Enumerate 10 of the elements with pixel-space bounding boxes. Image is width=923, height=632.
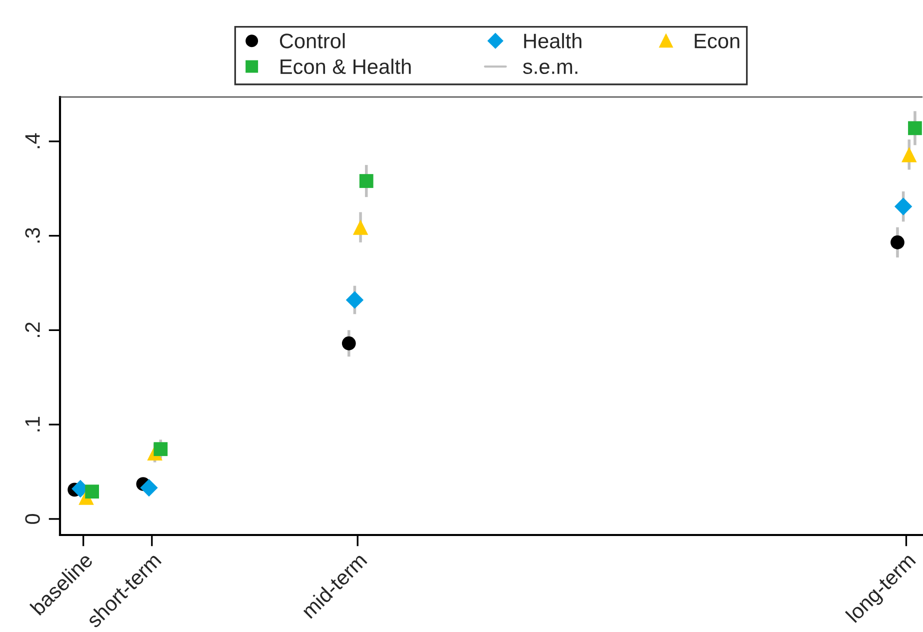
y-tick-label: .3 [25,228,40,243]
y-tick-label: 0 [25,514,40,524]
legend-label: Control [280,33,345,48]
legend-label: Health [524,33,582,48]
text: s.e.m. [523,62,578,74]
legend-label: Econ & Health [280,58,411,74]
y-tick-label: .4 [25,133,40,148]
y-tick-label: .1 [25,416,40,432]
legend-label: Econ [694,34,740,48]
y-tick-label: .2 [25,322,40,337]
